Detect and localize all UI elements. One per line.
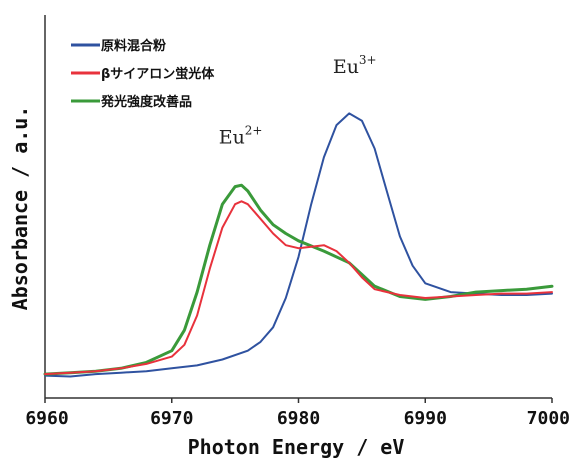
annotation-superscript-2: 3+ [359,53,377,67]
x-ticks: 6960 6970 6980 6990 7000 [25,398,570,429]
series-line-3 [43,183,554,376]
x-tick-label: 6990 [404,408,447,429]
x-tick-label: 6980 [277,408,320,429]
x-axis-title: Photon Energy / eV [188,435,405,459]
annotation-label-1: Eu [219,126,245,148]
x-tick-label: 6960 [25,408,68,429]
annotation-label-2: Eu [333,56,359,78]
legend-label-3: 発光強度改善品 [100,94,192,110]
annotations: Eu 2+Eu 3+ [219,53,377,148]
x-tick-label: 7000 [527,408,570,429]
series-layer [43,112,554,378]
y-axis-title: Absorbance / a.u. [8,106,32,311]
annotation-superscript-1: 2+ [245,123,263,137]
series-line-2 [44,200,553,376]
x-tick-label: 6970 [150,408,193,429]
legend-label-2: βサイアロン蛍光体 [101,66,215,82]
series-line-1 [44,112,553,378]
legend-label-1: 原料混合粉 [101,38,166,54]
